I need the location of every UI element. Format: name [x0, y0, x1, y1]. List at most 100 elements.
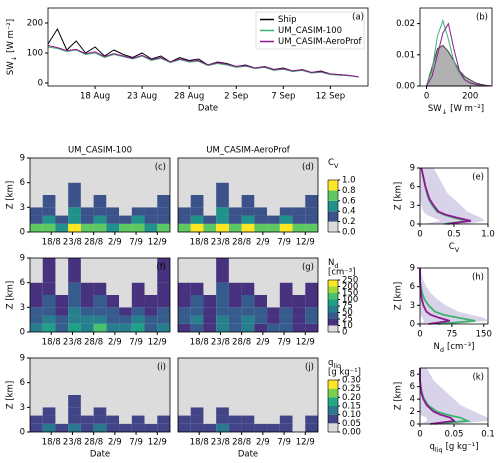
- heatmap-cell: [292, 423, 306, 432]
- heatmap-cell: [241, 295, 255, 308]
- heatmap-cell: [30, 358, 43, 383]
- heatmap-cell: [216, 182, 229, 195]
- heatmap-cell: [144, 282, 158, 295]
- x-tick-label: 23/8: [211, 438, 230, 448]
- heatmap-cell: [203, 382, 217, 395]
- heatmap-cell: [106, 258, 120, 283]
- heatmap-cell: [267, 358, 280, 383]
- heatmap-cell: [216, 282, 229, 295]
- heatmap-cell: [42, 382, 56, 395]
- heatmap-cell: [68, 423, 81, 432]
- colorbar-frame: [327, 279, 339, 333]
- heatmap-cell: [241, 223, 255, 232]
- y-tick-label: 9: [410, 164, 415, 174]
- heatmap-cell: [190, 282, 204, 295]
- x-tick-label: 18 Aug: [80, 92, 110, 102]
- heatmap-cell: [305, 407, 318, 416]
- x-tick-label: 0: [417, 430, 422, 440]
- legend-label: UM_CASIM-100: [278, 26, 342, 36]
- heatmap-cell: [30, 295, 43, 308]
- heatmap-cell: [80, 295, 94, 308]
- colorbar-segment: [328, 190, 338, 201]
- heatmap-cell: [292, 307, 306, 316]
- colorbar-tick-label: 0.8: [342, 186, 356, 196]
- heatmap-cell: [228, 382, 242, 395]
- heatmap-cell: [55, 282, 69, 295]
- heatmap-cell: [157, 295, 170, 308]
- y-tick-label: 4: [410, 395, 415, 405]
- heatmap-cell: [106, 382, 120, 395]
- heatmap-cell: [190, 415, 204, 424]
- label-text: N: [434, 342, 440, 352]
- heatmap-cell: [157, 195, 170, 208]
- heatmap-cell: [241, 382, 255, 395]
- heatmap-cell: [106, 358, 120, 383]
- legend-label: UM_CASIM-AeroProf: [278, 37, 363, 47]
- heatmap-cell: [68, 358, 81, 383]
- heatmap-cell: [144, 258, 158, 283]
- heatmap-cell: [55, 358, 69, 383]
- heatmap-cell: [80, 315, 94, 324]
- x-tick-label: 12 Sep: [316, 92, 346, 102]
- heatmap-cell: [106, 307, 120, 316]
- x-tick-label: 7/9: [277, 438, 291, 448]
- y-tick-label: 3: [20, 403, 25, 413]
- heatmap-cell: [178, 315, 191, 324]
- panel-letter: (k): [472, 373, 484, 383]
- y-tick-label: 9: [20, 254, 25, 264]
- heatmap-cell: [228, 182, 242, 195]
- heatmap-cell: [279, 158, 293, 183]
- heatmap-cell: [30, 423, 43, 432]
- colorbar-tick-label: 0.6: [342, 196, 356, 206]
- heatmap-cell: [157, 382, 170, 395]
- heatmap-cell: [228, 223, 242, 232]
- x-tick-label: 28 Aug: [174, 92, 204, 102]
- heatmap-cell: [292, 395, 306, 408]
- heatmap-cell: [80, 358, 94, 383]
- x-axis-label: CV: [449, 242, 460, 255]
- x-tick-label: 28/8: [84, 438, 103, 448]
- heatmap-cell: [119, 423, 132, 432]
- heatmap-cell: [190, 395, 204, 408]
- x-axis-label: Date: [90, 450, 110, 460]
- heatmap-cell: [254, 223, 268, 232]
- colorbar-frame: [327, 179, 339, 233]
- x-tick-label: 2/9: [256, 438, 270, 448]
- x-axis-label: SW↓ [W m⁻²]: [428, 104, 484, 117]
- heatmap-cell: [228, 258, 242, 283]
- heatmap-cell: [292, 415, 306, 424]
- heatmap-cell: [30, 223, 43, 232]
- heatmap-cell: [228, 207, 242, 216]
- heatmap-cell: [178, 307, 191, 316]
- heatmap-cell: [190, 258, 204, 283]
- heatmap-cell: [267, 323, 280, 332]
- heatmap-cell: [190, 223, 204, 232]
- plot-frame: [29, 257, 171, 333]
- heatmap-cell: [68, 258, 81, 283]
- heatmap-cell: [55, 182, 69, 195]
- colorbar-segment: [328, 299, 338, 306]
- y-tick-label: 0: [20, 228, 25, 238]
- heatmap-cell: [144, 415, 158, 424]
- heatmap-cell: [68, 395, 81, 408]
- heatmap-cell: [30, 282, 43, 295]
- heatmap-cell: [178, 407, 191, 416]
- colorbar-label: qliq: [328, 358, 341, 371]
- y-tick-label: 6: [20, 178, 25, 188]
- colorbar-segment: [328, 319, 338, 326]
- heatmap-cell: [55, 295, 69, 308]
- heatmap-cell: [55, 315, 69, 324]
- heatmap-cell: [254, 295, 268, 308]
- heatmap-cell: [144, 207, 158, 216]
- x-tick-label: 28/8: [232, 238, 251, 248]
- x-tick-label: 0: [417, 230, 422, 240]
- heatmap-cell: [267, 307, 280, 316]
- heatmap-cell: [106, 158, 120, 183]
- heatmap-cell: [216, 395, 229, 408]
- x-tick-label: 2/9: [256, 338, 270, 348]
- y-axis-label: Z [km]: [6, 181, 16, 209]
- x-tick-label: 12/9: [296, 438, 315, 448]
- heatmap-cell: [68, 282, 81, 295]
- heatmap-cell: [144, 295, 158, 308]
- heatmap-cell: [68, 195, 81, 208]
